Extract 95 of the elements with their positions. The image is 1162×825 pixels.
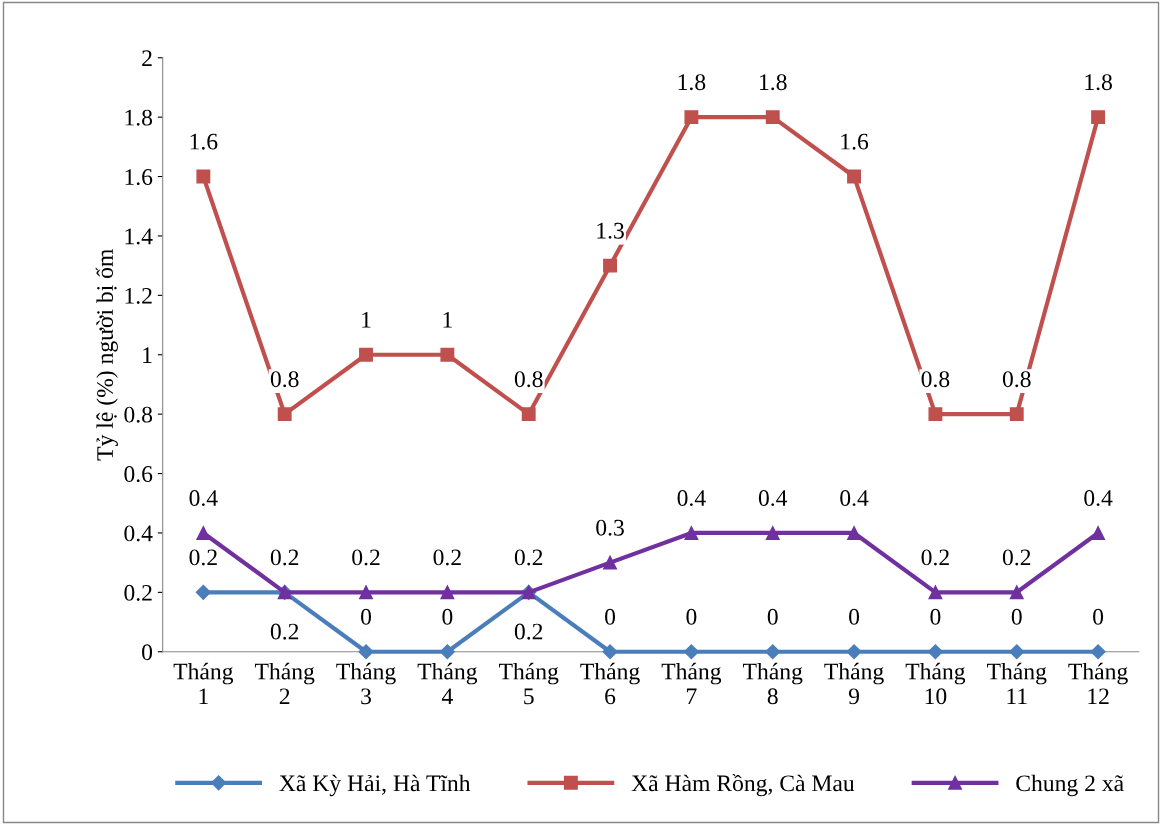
data-label: 1.8 xyxy=(760,74,787,91)
point xyxy=(1009,407,1024,422)
y-tick-label: 0.8 xyxy=(124,406,153,423)
y-tick-label: 2 xyxy=(142,50,152,66)
data-label: 0 xyxy=(849,608,860,625)
data-label: 1 xyxy=(362,311,371,328)
data-label: 0.2 xyxy=(921,549,949,566)
x-tick-label: Tháng 8 xyxy=(743,662,803,705)
point xyxy=(521,407,536,422)
data-label: 0.2 xyxy=(514,623,543,640)
x-tick-label: Tháng 1 xyxy=(173,662,234,705)
x-tick-label: Tháng 3 xyxy=(336,662,396,705)
data-label: 0.2 xyxy=(189,549,217,566)
point xyxy=(603,258,617,273)
point xyxy=(927,644,943,660)
y-tick-label: 0.2 xyxy=(124,584,152,601)
data-label: 0.4 xyxy=(189,490,218,507)
data-label: 1.6 xyxy=(190,133,218,150)
data-label: 0 xyxy=(442,608,453,625)
x-tick-label: Tháng 12 xyxy=(1068,662,1128,705)
point xyxy=(358,644,374,660)
y-tick-label: 0.6 xyxy=(124,466,153,483)
data-label: 0.4 xyxy=(677,490,706,507)
x-tick-label: Tháng 7 xyxy=(661,662,722,705)
point xyxy=(440,585,455,600)
point xyxy=(847,526,862,540)
point xyxy=(765,526,780,540)
legend-label: Chung 2 xã xyxy=(1016,774,1124,797)
point xyxy=(684,526,699,540)
point xyxy=(928,585,943,600)
point xyxy=(439,644,455,660)
y-tick-label: 1 xyxy=(143,347,152,363)
point xyxy=(765,644,781,660)
data-label: 0.2 xyxy=(433,549,461,566)
point xyxy=(1090,644,1106,660)
y-tick-label: 1.2 xyxy=(125,287,152,304)
point xyxy=(1091,110,1106,125)
point xyxy=(602,644,618,660)
data-label: 0 xyxy=(1093,608,1104,625)
legend-label: Xã Kỳ Hải, Hà Tĩnh xyxy=(279,774,471,797)
point xyxy=(196,526,211,540)
x-tick-label: Tháng 6 xyxy=(580,662,640,705)
point xyxy=(196,169,211,184)
data-label: 0.2 xyxy=(1002,549,1031,566)
x-tick-label: Tháng 4 xyxy=(417,662,478,705)
y-tick-label: 0.4 xyxy=(124,525,153,542)
data-label: 0.8 xyxy=(1002,371,1031,388)
data-label: 0.2 xyxy=(270,623,299,640)
point xyxy=(359,347,373,362)
data-label: 0 xyxy=(605,608,616,625)
data-label: 0.4 xyxy=(758,490,788,507)
data-label: 0 xyxy=(767,608,778,625)
data-label: 0.8 xyxy=(514,371,543,388)
data-label: 0.4 xyxy=(840,490,869,507)
point xyxy=(1091,526,1106,540)
point xyxy=(440,347,455,362)
legend-label: Xã Hàm Rồng, Cà Mau xyxy=(631,773,855,797)
point xyxy=(928,407,943,422)
data-label: 1.6 xyxy=(841,133,869,150)
y-tick-label: 1.8 xyxy=(125,109,153,126)
y-tick-label: 1.4 xyxy=(125,228,153,245)
data-label: 0.8 xyxy=(921,371,950,388)
data-label: 0.3 xyxy=(596,519,624,536)
data-label: 0 xyxy=(930,608,941,625)
data-label: 0 xyxy=(361,608,372,625)
data-label: 0.2 xyxy=(514,549,543,566)
data-label: 0 xyxy=(1011,608,1022,625)
point xyxy=(683,644,699,660)
point xyxy=(603,555,617,570)
x-tick-label: Tháng 9 xyxy=(824,662,884,705)
x-tick-label: Tháng 2 xyxy=(254,662,315,705)
x-tick-label: Tháng 5 xyxy=(498,662,559,705)
data-label: 1.8 xyxy=(678,74,706,91)
y-axis-title: Tỷ lệ (%) người bị ốm xyxy=(95,249,118,461)
point xyxy=(1009,644,1025,660)
data-label: 0 xyxy=(686,608,697,625)
data-label: 1.8 xyxy=(1085,74,1112,91)
data-label: 0.2 xyxy=(352,549,380,566)
x-tick-label: Tháng 10 xyxy=(905,662,966,705)
point xyxy=(847,169,862,184)
point xyxy=(359,585,373,600)
data-label: 1 xyxy=(443,311,452,328)
y-tick-label: 1.6 xyxy=(125,169,153,186)
point xyxy=(765,110,780,125)
y-tick-label: 0 xyxy=(142,644,153,661)
point xyxy=(846,644,862,660)
data-label: 0.4 xyxy=(1084,490,1113,507)
data-label: 0.2 xyxy=(270,549,299,566)
point xyxy=(1009,585,1024,600)
x-tick-label: Tháng 11 xyxy=(987,662,1047,705)
point xyxy=(195,584,211,600)
point xyxy=(684,110,699,125)
point xyxy=(277,407,292,422)
data-label: 0.8 xyxy=(270,371,299,388)
data-label: 1.3 xyxy=(597,222,624,239)
